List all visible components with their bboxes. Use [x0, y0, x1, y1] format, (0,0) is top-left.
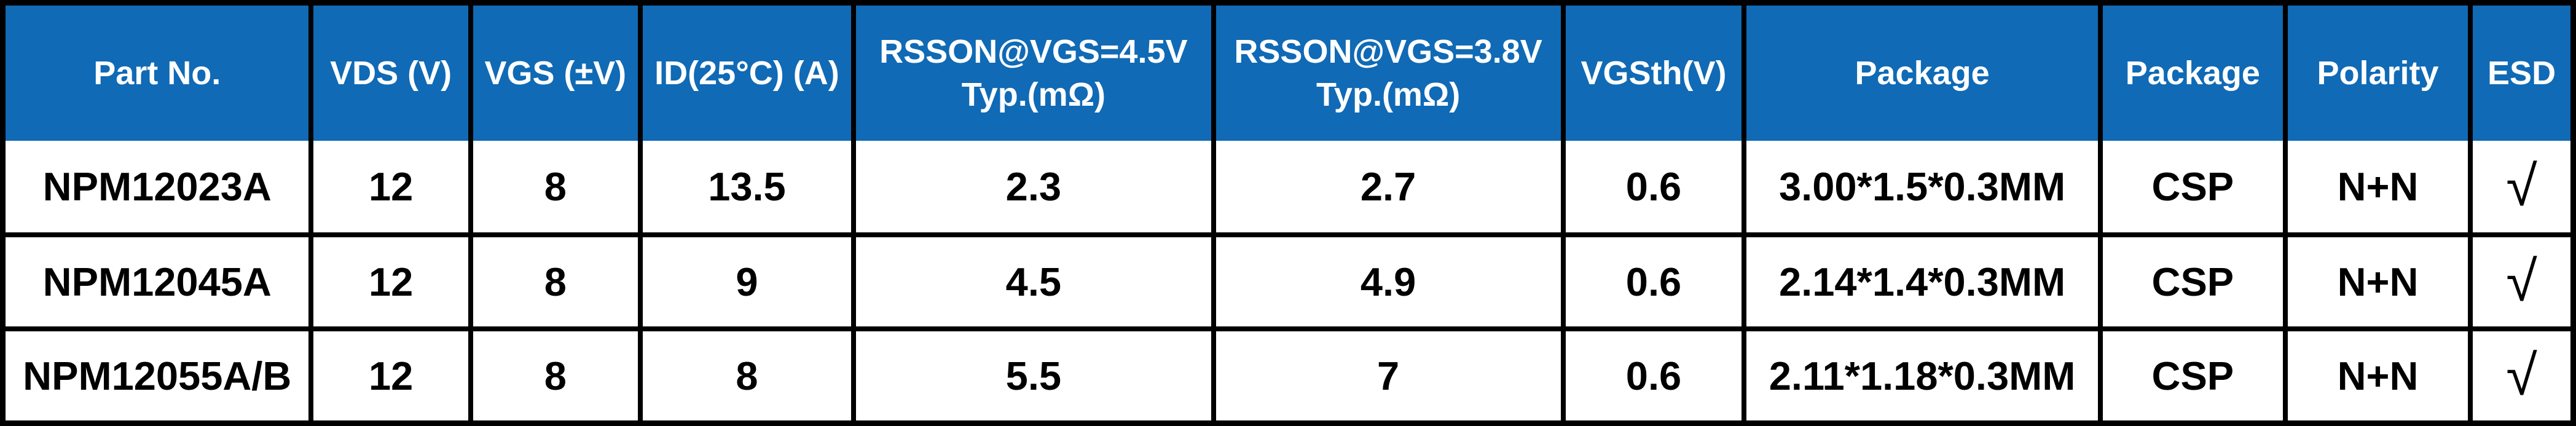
- header-part-no: Part No.: [0, 2, 314, 141]
- cell-vds: 12: [308, 326, 473, 426]
- cell-rsson-3v8: 7: [1211, 326, 1566, 426]
- cell-package-size: 3.00*1.5*0.3MM: [1742, 140, 2103, 237]
- cell-vds: 12: [308, 140, 473, 237]
- cell-package-size: 2.14*1.4*0.3MM: [1742, 232, 2103, 332]
- cell-vgsth: 0.6: [1560, 232, 1747, 332]
- cell-package-size: 2.11*1.18*0.3MM: [1742, 326, 2103, 426]
- table-header: Part No. VDS (V) VGS (±V) ID(25°C) (A) R…: [0, 2, 2576, 141]
- header-vds: VDS (V): [308, 2, 473, 141]
- cell-vds: 12: [308, 232, 473, 332]
- cell-polarity: N+N: [2282, 326, 2473, 426]
- table-body: NPM12023A 12 8 13.5 2.3 2.7 0.6 3.00*1.5…: [0, 140, 2576, 426]
- cell-esd-checkmark: √: [2468, 232, 2576, 332]
- cell-vgs: 8: [468, 326, 643, 426]
- cell-part-no: NPM12055A/B: [0, 326, 314, 426]
- header-esd: ESD: [2468, 2, 2576, 141]
- cell-package-type: CSP: [2097, 232, 2288, 332]
- header-package-size: Package: [1742, 2, 2103, 141]
- cell-rsson-4v5: 5.5: [851, 326, 1216, 426]
- table-row: NPM12045A 12 8 9 4.5 4.9 0.6 2.14*1.4*0.…: [0, 232, 2576, 332]
- cell-part-no: NPM12023A: [0, 140, 314, 237]
- cell-vgsth: 0.6: [1560, 140, 1747, 237]
- table-row: NPM12055A/B 12 8 8 5.5 7 0.6 2.11*1.18*0…: [0, 326, 2576, 426]
- cell-package-type: CSP: [2097, 326, 2288, 426]
- cell-esd-checkmark: √: [2468, 140, 2576, 237]
- cell-rsson-4v5: 2.3: [851, 140, 1216, 237]
- cell-polarity: N+N: [2282, 232, 2473, 332]
- header-rsson-4v5: RSSON@VGS=4.5V Typ.(mΩ): [851, 2, 1216, 141]
- cell-polarity: N+N: [2282, 140, 2473, 237]
- cell-vgs: 8: [468, 140, 643, 237]
- cell-id-25c: 13.5: [637, 140, 857, 237]
- cell-id-25c: 8: [637, 326, 857, 426]
- header-polarity: Polarity: [2282, 2, 2473, 141]
- cell-esd-checkmark: √: [2468, 326, 2576, 426]
- header-rsson-3v8: RSSON@VGS=3.8V Typ.(mΩ): [1211, 2, 1566, 141]
- cell-rsson-3v8: 4.9: [1211, 232, 1566, 332]
- cell-id-25c: 9: [637, 232, 857, 332]
- cell-vgs: 8: [468, 232, 643, 332]
- table-row: NPM12023A 12 8 13.5 2.3 2.7 0.6 3.00*1.5…: [0, 140, 2576, 237]
- cell-rsson-3v8: 2.7: [1211, 140, 1566, 237]
- header-id-25c: ID(25°C) (A): [637, 2, 857, 141]
- cell-vgsth: 0.6: [1560, 326, 1747, 426]
- cell-rsson-4v5: 4.5: [851, 232, 1216, 332]
- header-row: Part No. VDS (V) VGS (±V) ID(25°C) (A) R…: [0, 2, 2576, 141]
- header-package-type: Package: [2097, 2, 2288, 141]
- header-vgsth: VGSth(V): [1560, 2, 1747, 141]
- cell-package-type: CSP: [2097, 140, 2288, 237]
- cell-part-no: NPM12045A: [0, 232, 314, 332]
- header-vgs: VGS (±V): [468, 2, 643, 141]
